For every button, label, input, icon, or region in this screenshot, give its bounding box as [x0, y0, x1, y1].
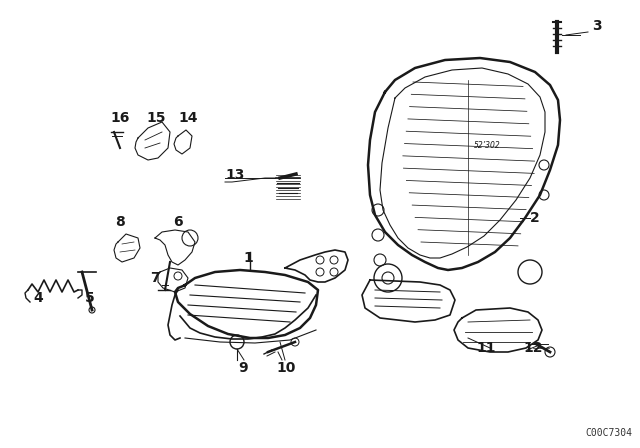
Text: 8: 8: [115, 215, 125, 229]
Text: 15: 15: [147, 111, 166, 125]
Text: 4: 4: [33, 291, 43, 305]
Text: 52’302: 52’302: [474, 141, 500, 150]
Text: 5: 5: [85, 291, 95, 305]
Text: 9: 9: [238, 361, 248, 375]
Text: 2: 2: [530, 211, 540, 225]
Text: 3: 3: [592, 19, 602, 33]
Text: 14: 14: [179, 111, 198, 125]
Text: 11: 11: [476, 341, 496, 355]
Text: C00C7304: C00C7304: [585, 428, 632, 438]
Text: 12: 12: [523, 341, 543, 355]
Text: 6: 6: [173, 215, 183, 229]
Text: 7: 7: [150, 271, 160, 285]
Text: 1: 1: [243, 251, 253, 265]
Text: 13: 13: [225, 168, 244, 182]
Text: 10: 10: [276, 361, 296, 375]
Text: 16: 16: [110, 111, 130, 125]
